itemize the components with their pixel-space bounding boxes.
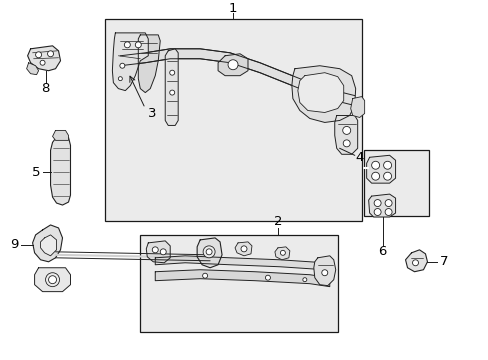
Polygon shape — [313, 256, 335, 286]
Polygon shape — [26, 63, 39, 75]
Circle shape — [321, 270, 327, 276]
Polygon shape — [35, 268, 70, 292]
Polygon shape — [274, 247, 289, 260]
Polygon shape — [52, 130, 68, 140]
Polygon shape — [41, 235, 57, 256]
Polygon shape — [366, 155, 395, 183]
Text: 1: 1 — [228, 3, 237, 15]
Circle shape — [412, 260, 418, 266]
Polygon shape — [297, 73, 343, 112]
Text: 8: 8 — [41, 82, 50, 95]
Polygon shape — [120, 49, 354, 105]
Circle shape — [241, 246, 246, 252]
Text: 3: 3 — [148, 107, 156, 120]
Circle shape — [265, 275, 270, 280]
Circle shape — [302, 278, 306, 282]
Circle shape — [48, 276, 57, 284]
Circle shape — [202, 273, 207, 278]
Polygon shape — [155, 256, 324, 270]
Polygon shape — [197, 238, 222, 268]
Circle shape — [152, 247, 158, 253]
Polygon shape — [33, 225, 62, 262]
Text: 2: 2 — [273, 216, 282, 229]
Polygon shape — [218, 54, 247, 76]
Circle shape — [169, 90, 174, 95]
Circle shape — [371, 172, 379, 180]
Circle shape — [371, 161, 379, 169]
Circle shape — [373, 199, 380, 207]
Circle shape — [203, 246, 215, 258]
Circle shape — [383, 161, 391, 169]
Circle shape — [383, 172, 391, 180]
Polygon shape — [334, 116, 357, 154]
Circle shape — [280, 250, 285, 255]
Bar — [363, 150, 428, 216]
Polygon shape — [405, 250, 427, 272]
Circle shape — [120, 63, 124, 68]
Circle shape — [343, 140, 349, 147]
Polygon shape — [112, 33, 148, 91]
Circle shape — [124, 42, 130, 48]
Circle shape — [47, 51, 53, 57]
Polygon shape — [27, 46, 61, 71]
Polygon shape — [368, 194, 395, 217]
Bar — [140, 235, 337, 332]
Circle shape — [385, 208, 391, 216]
Circle shape — [36, 52, 41, 58]
Circle shape — [169, 70, 174, 75]
Circle shape — [227, 60, 238, 70]
Circle shape — [385, 199, 391, 207]
Text: 6: 6 — [378, 245, 386, 258]
Polygon shape — [350, 96, 364, 117]
Circle shape — [373, 208, 380, 216]
Text: 7: 7 — [439, 255, 448, 268]
Bar — [105, 19, 361, 221]
Polygon shape — [50, 135, 70, 205]
Circle shape — [135, 42, 141, 48]
Polygon shape — [165, 49, 178, 125]
Text: 5: 5 — [32, 166, 41, 179]
Polygon shape — [235, 242, 251, 256]
Text: 4: 4 — [355, 151, 363, 164]
Circle shape — [160, 249, 166, 255]
Circle shape — [118, 77, 122, 81]
Polygon shape — [138, 35, 160, 93]
Circle shape — [342, 126, 350, 134]
Text: 9: 9 — [10, 238, 19, 251]
Circle shape — [40, 60, 45, 65]
Polygon shape — [146, 241, 170, 263]
Circle shape — [45, 273, 60, 287]
Polygon shape — [291, 66, 355, 122]
Circle shape — [205, 249, 212, 255]
Polygon shape — [155, 270, 329, 287]
